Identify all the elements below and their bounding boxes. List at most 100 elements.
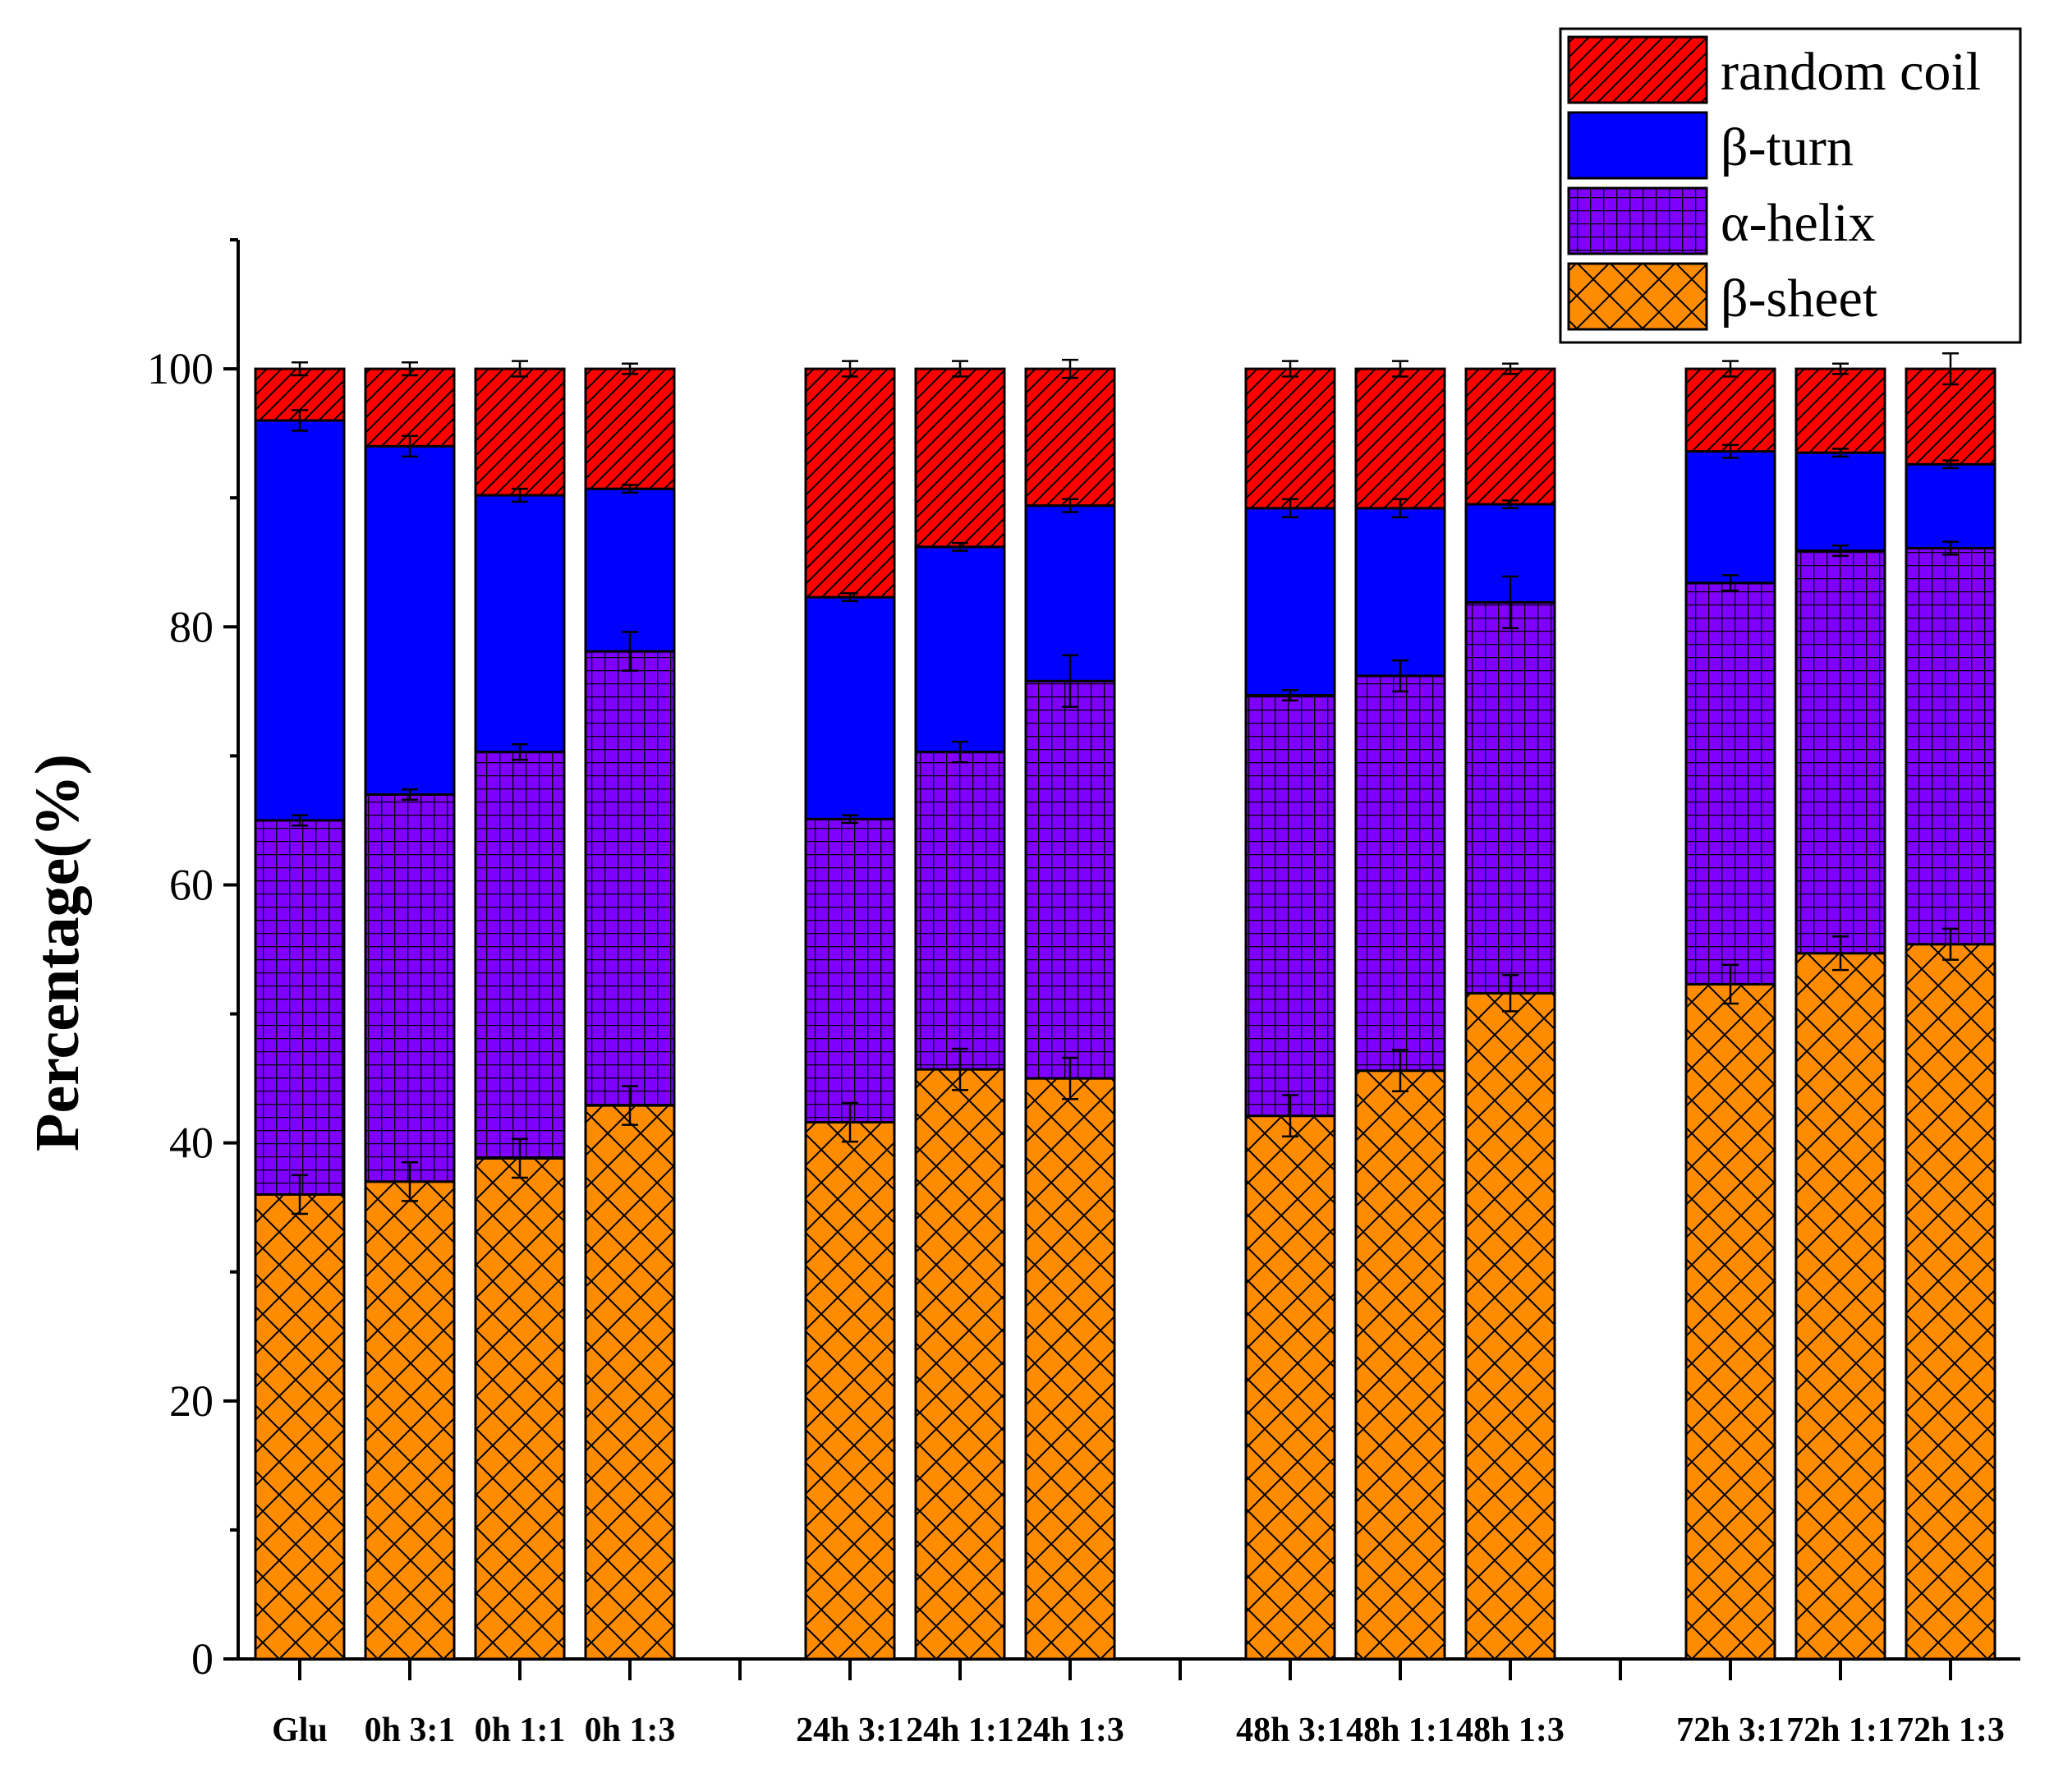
bar-segment	[804, 817, 896, 1124]
error-bar	[622, 631, 638, 672]
error-bar	[622, 1085, 638, 1126]
bar-segment	[1905, 943, 1997, 1661]
bar-segment	[1464, 600, 1556, 995]
y-tick-label: 0	[191, 1634, 214, 1684]
bar-segment	[254, 367, 346, 422]
error-bar	[1282, 688, 1298, 702]
error-bar	[842, 592, 858, 603]
bar-segment	[914, 367, 1006, 549]
bar-segment	[914, 545, 1006, 754]
error-bar	[842, 1101, 858, 1143]
error-bar	[512, 360, 528, 378]
x-tick-label: Glu	[272, 1712, 328, 1749]
x-tick-label: 24h 3:1	[796, 1712, 904, 1749]
bar-segment	[364, 793, 456, 1183]
y-tick-label: 80	[169, 602, 214, 651]
error-bar	[1722, 963, 1739, 1005]
tick-labels: 0 20 40 60 80 100 Glu 0h 3:1 0h 1:1 0h 1:3 24h 3:1…	[147, 344, 2005, 1749]
error-bar	[1942, 927, 1959, 961]
error-bar	[512, 742, 528, 761]
error-bar	[1392, 659, 1408, 693]
error-bar	[1392, 1049, 1408, 1093]
x-tick-label: 72h 1:1	[1786, 1712, 1895, 1749]
error-bar	[512, 487, 528, 503]
bar-segment	[1024, 1077, 1116, 1661]
bar-segment	[1684, 581, 1776, 986]
error-bar	[1942, 459, 1959, 470]
error-bar	[622, 362, 638, 375]
bar-segment	[1684, 367, 1776, 453]
error-bar	[1832, 935, 1849, 972]
bar-segment	[914, 751, 1006, 1071]
error-bar	[1282, 498, 1298, 518]
bar-segment	[1794, 451, 1886, 553]
bar-segment	[1024, 367, 1116, 508]
bar-segment	[1244, 694, 1336, 1118]
x-tick-label: 0h 1:3	[585, 1712, 676, 1749]
legend-label: β-turn	[1721, 117, 1854, 177]
bar-segment	[254, 1192, 346, 1661]
bar-segment	[584, 487, 676, 653]
y-tick-label: 60	[169, 860, 214, 909]
error-bar	[952, 740, 968, 764]
x-tick-label: 48h 3:1	[1236, 1712, 1344, 1749]
error-bar	[1942, 540, 1959, 556]
error-bar	[1832, 362, 1849, 375]
bar-segment	[1244, 367, 1336, 510]
legend-swatch	[1567, 186, 1708, 255]
x-tick-label: 48h 1:1	[1346, 1712, 1454, 1749]
bar-segment	[1354, 367, 1446, 510]
error-bar	[1282, 1094, 1298, 1138]
error-bar	[622, 484, 638, 494]
error-bar	[952, 541, 968, 552]
bar-segment	[1354, 674, 1446, 1073]
error-bar	[1722, 360, 1739, 378]
error-bar	[1502, 362, 1519, 375]
x-tick-label: 72h 3:1	[1676, 1712, 1785, 1749]
error-bar	[1722, 574, 1739, 592]
legend: random coil β-turn α-helix β-sheet	[1559, 27, 2022, 344]
bar-segment	[254, 819, 346, 1196]
error-bar	[292, 814, 308, 827]
bar-segment	[1354, 507, 1446, 678]
y-tick-label: 100	[147, 344, 214, 393]
error-bar	[1502, 974, 1519, 1013]
bar-segment	[474, 494, 566, 754]
bar-segment	[1354, 1069, 1446, 1661]
error-bar	[952, 1047, 968, 1091]
bar-segment	[1244, 1114, 1336, 1661]
bar-segment	[474, 1156, 566, 1661]
bar-segment	[1024, 504, 1116, 682]
bar-segment	[474, 751, 566, 1160]
bar-segment	[804, 1121, 896, 1661]
error-bar	[1392, 360, 1408, 378]
bar-segment	[1244, 507, 1336, 697]
legend-swatch	[1567, 262, 1708, 331]
bar-segment	[474, 367, 566, 497]
bar-segment	[364, 444, 456, 796]
x-tick-label: 24h 1:1	[906, 1712, 1014, 1749]
legend-label: β-sheet	[1721, 269, 1877, 329]
error-bar	[292, 361, 308, 377]
error-bar	[1722, 443, 1739, 459]
bar-segment	[1794, 952, 1886, 1661]
error-bar	[1502, 499, 1519, 509]
error-bar	[952, 360, 968, 378]
y-axis-title: Percentage(%)	[23, 754, 92, 1151]
bar-segment	[1464, 991, 1556, 1661]
error-bar	[1062, 358, 1078, 379]
error-bar	[1062, 498, 1078, 513]
legend-label: random coil	[1721, 42, 1981, 102]
bar-segment	[1905, 546, 1997, 946]
bar-segment	[1684, 450, 1776, 585]
bar-segment	[364, 367, 456, 448]
legend-swatch	[1567, 111, 1708, 180]
x-tick-label: 48h 1:3	[1456, 1712, 1565, 1749]
bar-segment	[1464, 367, 1556, 506]
error-bar	[1282, 360, 1298, 378]
bar-segment	[584, 1104, 676, 1661]
bar-segment	[584, 650, 676, 1107]
error-bar	[1942, 352, 1959, 386]
bar-segment	[804, 595, 896, 820]
